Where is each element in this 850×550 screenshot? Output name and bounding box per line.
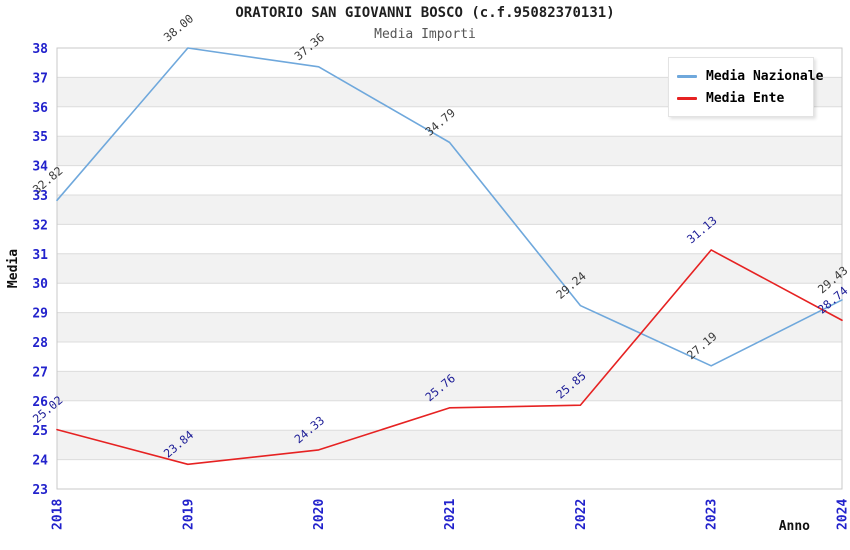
x-axis-tick-label: 2018 [51,499,66,530]
y-axis-tick-label: 33 [32,189,48,204]
y-axis-tick-label: 35 [32,130,48,145]
y-axis-tick-label: 29 [32,307,48,322]
plot-band [57,165,842,195]
legend-swatch-red-line [677,96,697,100]
plot-band [57,430,842,460]
x-axis-tick-label: 2020 [312,499,327,530]
y-axis-tick-label: 32 [32,218,48,233]
legend-swatch-blue-line [677,74,697,78]
y-axis-tick-label: 24 [32,454,48,469]
plot-band [57,195,842,225]
y-axis-title: Media [6,249,21,288]
legend-label: Media Nazionale [706,68,824,84]
x-axis-tick-label: 2019 [181,499,196,530]
x-axis-tick-label: 2024 [836,499,850,530]
plot-band [57,342,842,372]
y-axis-tick-label: 30 [32,277,48,292]
y-axis-tick-label: 26 [32,395,48,410]
plot-band [57,459,842,489]
plot-band [57,371,842,401]
series-line-media-nazionale [56,47,843,367]
legend-item-media-nazionale: Media Nazionale [677,65,823,87]
y-axis-tick-label: 23 [32,483,48,498]
chart-subtitle: Media Importi [374,27,476,42]
plot-band [57,400,842,431]
plot-band [57,224,842,254]
y-axis-tick-label: 38 [32,42,48,57]
plot-band [57,283,842,313]
plot-border [56,47,843,490]
x-axis-tick-label: 2023 [705,499,720,530]
legend-label: Media Ente [706,90,785,106]
y-axis-tick-label: 27 [32,365,48,380]
y-axis-tick-label: 37 [32,71,48,86]
plot-band [57,312,842,342]
y-axis-tick-label: 25 [32,424,48,439]
x-axis-tick-label: 2021 [443,499,458,530]
plot-band [57,136,842,166]
x-axis-tick-label: 2022 [574,499,589,530]
plot-band [57,253,842,284]
x-axis-title: Anno [779,519,810,534]
series-line-media-ente [56,249,843,466]
y-axis-tick-label: 34 [32,160,48,175]
chart-title: ORATORIO SAN GIOVANNI BOSCO (c.f.9508237… [235,5,615,21]
y-axis-tick-label: 28 [32,336,48,351]
legend-box: Media Nazionale Media Ente [668,57,823,117]
y-axis-tick-label: 31 [32,248,48,263]
legend-item-media-ente: Media Ente [677,87,805,109]
data-point-label: 38.00 [161,11,197,44]
y-axis-tick-label: 36 [32,101,48,116]
